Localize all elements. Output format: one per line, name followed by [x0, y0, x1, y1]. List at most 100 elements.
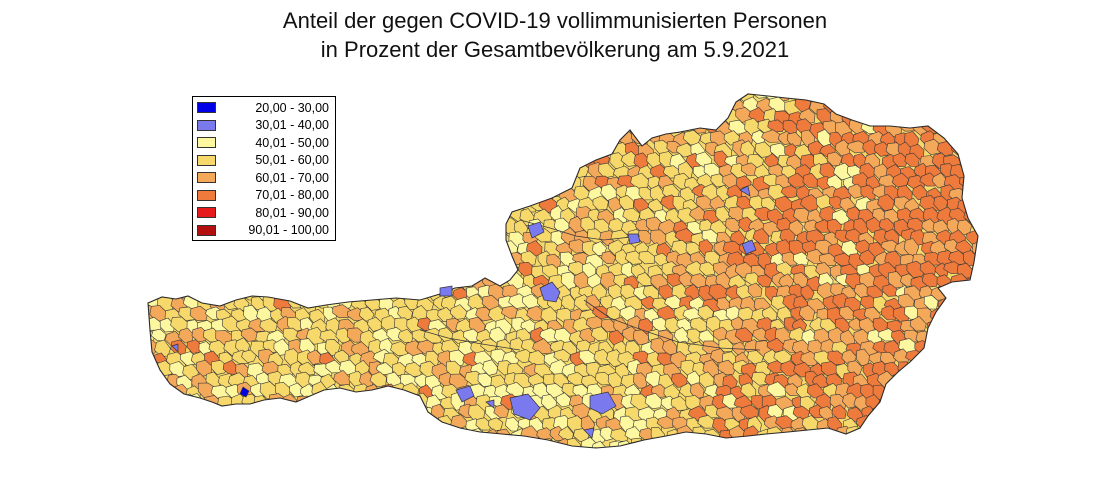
district-cell: [366, 117, 386, 133]
district-cell: [601, 250, 617, 265]
district-cell: [242, 417, 259, 432]
district-cell: [752, 228, 769, 244]
district-cell: [148, 96, 159, 112]
district-cell: [170, 121, 187, 139]
district-cell: [148, 175, 154, 191]
district-cell: [456, 250, 474, 267]
district-cell: [699, 439, 720, 448]
district-cell: [502, 108, 518, 126]
legend-item: 30,01 - 40,00: [197, 117, 331, 135]
district-cell: [391, 229, 409, 247]
district-cell: [919, 395, 939, 412]
district-cell: [973, 406, 978, 423]
district-cell: [431, 140, 448, 156]
district-cell: [598, 162, 615, 179]
district-cell: [182, 274, 199, 289]
district-cell: [599, 97, 617, 112]
district-cell: [423, 153, 443, 170]
district-cell: [851, 94, 870, 102]
district-cell: [355, 119, 371, 135]
district-cell: [966, 363, 978, 377]
district-cell: [148, 143, 165, 158]
legend-item: 50,01 - 60,00: [197, 152, 331, 170]
district-cell: [148, 153, 159, 172]
district-cell: [309, 416, 325, 431]
district-cell: [886, 319, 905, 334]
district-cell: [339, 209, 357, 226]
district-cell: [274, 251, 293, 264]
district-cell: [854, 437, 871, 448]
district-cell: [520, 447, 535, 448]
district-cell: [198, 274, 215, 291]
district-cell: [527, 94, 545, 105]
district-cell: [957, 439, 975, 448]
district-cell: [378, 121, 397, 138]
district-cell: [362, 130, 379, 147]
district-cell: [456, 142, 473, 158]
district-cell: [455, 98, 473, 112]
district-cell: [672, 94, 689, 104]
district-cell: [172, 428, 193, 445]
legend-item: 90,01 - 100,00: [197, 222, 331, 240]
district-cell: [153, 94, 170, 102]
district-cell: [332, 242, 352, 258]
district-cell: [251, 426, 267, 442]
district-cell: [944, 392, 962, 411]
district-cell: [427, 241, 443, 254]
district-cell: [686, 107, 705, 122]
district-cell: [347, 242, 364, 257]
district-cell: [520, 250, 537, 266]
district-cell: [624, 250, 644, 265]
district-cell: [812, 438, 828, 448]
district-cell: [949, 97, 969, 114]
district-cell: [209, 452, 224, 465]
district-cell: [564, 131, 585, 148]
district-cell: [294, 264, 314, 279]
district-cell: [699, 261, 716, 276]
district-cell: [556, 94, 574, 102]
district-cell: [611, 99, 631, 114]
district-cell: [678, 99, 695, 114]
district-cell: [547, 141, 565, 156]
district-cell: [749, 437, 767, 448]
district-highlight-7: [455, 385, 475, 403]
district-cell: [242, 264, 257, 281]
district-cell: [416, 450, 434, 467]
district-cell: [513, 94, 532, 102]
district-cell: [903, 438, 922, 448]
district-cell: [467, 163, 485, 178]
district-cell: [354, 97, 371, 112]
district-cell: [192, 242, 209, 258]
district-cell: [367, 271, 388, 287]
district-cell: [631, 107, 652, 124]
district-cell: [744, 450, 761, 463]
district-cell: [371, 197, 391, 212]
district-cell: [919, 172, 938, 187]
district-cell: [307, 349, 323, 366]
district-cell: [327, 429, 347, 445]
district-cell: [872, 98, 891, 116]
district-cell: [685, 260, 705, 276]
district-cell: [276, 452, 293, 463]
district-cell: [162, 132, 181, 148]
legend-item: 20,00 - 30,00: [197, 99, 331, 117]
district-cell: [402, 425, 421, 441]
district-cell: [937, 118, 953, 134]
district-cell: [730, 449, 748, 466]
district-cell: [285, 251, 303, 265]
district-cell: [430, 451, 447, 468]
district-cell: [202, 285, 220, 300]
district-highlight-2: [527, 221, 545, 239]
district-cell: [561, 294, 577, 311]
district-cell: [370, 172, 389, 187]
district-cell: [214, 283, 235, 300]
district-cell: [203, 264, 223, 281]
district-cell: [175, 417, 192, 433]
district-cell: [405, 273, 424, 287]
district-cell: [911, 404, 930, 420]
district-cell: [423, 261, 444, 277]
district-cell: [270, 439, 290, 448]
district-cell: [262, 450, 280, 464]
district-cell: [951, 317, 970, 334]
district-cell: [157, 208, 176, 225]
